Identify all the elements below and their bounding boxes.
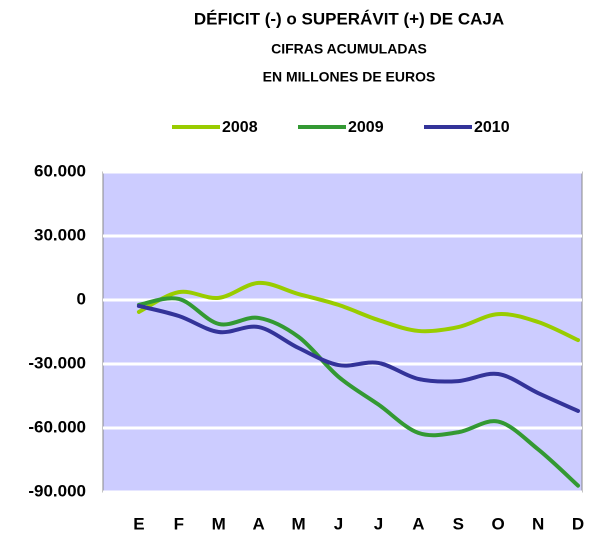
x-tick-label: A <box>253 514 265 533</box>
x-tick-label: S <box>453 514 464 533</box>
legend-label: 2008 <box>222 119 258 136</box>
x-tick-label: A <box>412 514 424 533</box>
legend-label: 2010 <box>474 119 510 136</box>
y-tick-label: -90.000 <box>28 481 86 500</box>
x-tick-label: M <box>292 514 306 533</box>
y-tick-label: -60.000 <box>28 417 86 436</box>
y-tick-label: -30.000 <box>28 353 86 372</box>
series-line <box>136 303 581 413</box>
plot-area <box>102 171 583 493</box>
x-tick-label: M <box>212 514 226 533</box>
y-tick-label: 30.000 <box>34 225 86 244</box>
x-tick-label: O <box>492 514 505 533</box>
y-tick-label: 0 <box>77 289 86 308</box>
x-tick-label: J <box>374 514 383 533</box>
x-tick-label: D <box>572 514 584 533</box>
series-line <box>136 280 581 343</box>
chart-subtitle: EN MILLONES DE EUROS <box>263 69 436 85</box>
x-tick-label: E <box>133 514 144 533</box>
chart-subtitle: CIFRAS ACUMULADAS <box>271 41 427 57</box>
x-tick-label: N <box>532 514 544 533</box>
x-tick-label: J <box>334 514 343 533</box>
series-line <box>136 296 581 488</box>
legend-label: 2009 <box>348 119 384 136</box>
x-tick-label: F <box>174 514 184 533</box>
y-tick-label: 60.000 <box>34 161 86 180</box>
chart-title: DÉFICIT (-) o SUPERÁVIT (+) DE CAJA <box>194 9 504 28</box>
